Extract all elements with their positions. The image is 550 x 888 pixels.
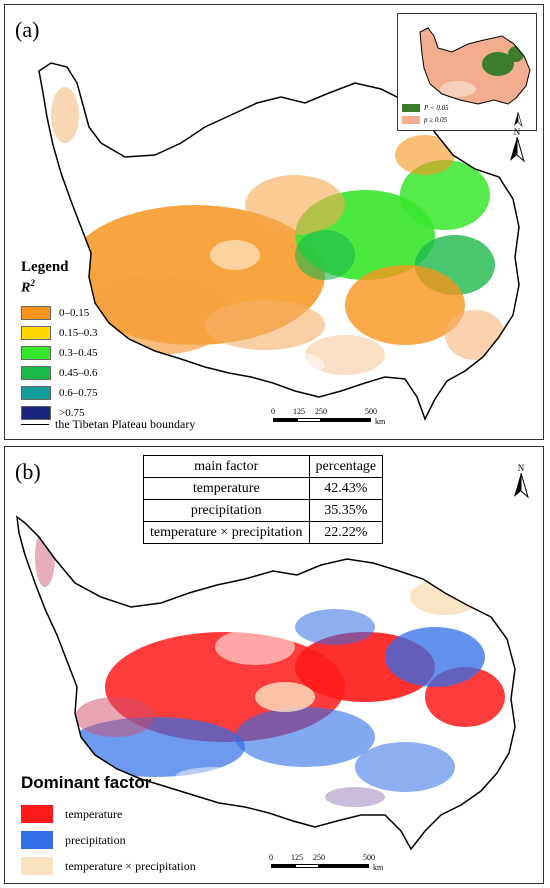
legend-label: 0.15–0.3 [59,326,98,339]
table-row: precipitation 35.35% [143,499,384,522]
legend-title-b: Dominant factor [21,773,152,792]
table-cell: 22.22% [308,521,384,544]
table-cell: temperature [143,477,310,500]
legend-label: 0.6–0.75 [59,386,98,399]
significance-inset-map: P < 0.05 p ≥ 0.05 [397,13,537,131]
legend-label: >0.75 [59,406,85,419]
legend-item-precipitation: precipitation [21,827,196,853]
inset-north-arrow [514,111,523,128]
table-cell: 35.35% [308,499,384,522]
inset-legend-label-nonsignificant: p ≥ 0.05 [424,116,448,124]
inset-legend-nonsignificant: p ≥ 0.05 [402,114,449,126]
table-cell: 42.43% [308,477,384,500]
inset-plateau-map [419,27,531,128]
scale-unit: km [373,863,384,872]
table-row: temperature 42.43% [143,477,384,500]
scale-bar-a: 0 125 250 500 km [271,407,401,427]
legend-label: 0.45–0.6 [59,366,98,379]
scale-tick: 500 [363,853,375,862]
legend-label: 0.3–0.45 [59,346,98,359]
north-arrow-icon [510,136,525,163]
scale-tick: 125 [293,407,305,416]
legend-swatch [21,305,51,320]
table-row: temperature × precipitation 22.22% [143,521,384,544]
legend-r2-symbol: R2 [21,278,35,296]
legend-swatch [21,831,53,849]
scale-tick: 0 [271,407,275,416]
inset-legend: P < 0.05 p ≥ 0.05 [402,102,449,126]
legend-label: precipitation [65,832,126,847]
legend-swatch [21,385,51,400]
scale-tick: 125 [291,853,303,862]
legend-swatch [21,805,53,823]
legend-item-r2-4: 0.45–0.6 [21,363,98,383]
plateau-map-b [16,516,516,850]
table-cell: precipitation [143,499,310,522]
legend-item-r2-5: 0.6–0.75 [21,383,98,403]
north-label-a: N [513,127,521,137]
legend-swatch [21,325,51,340]
table-header-row: main factor percentage [143,455,384,478]
legend-label: temperature × precipitation [65,858,196,873]
boundary-line-symbol [21,424,49,425]
legend-title-a: Legend [21,259,69,275]
inset-legend-significant: P < 0.05 [402,102,449,114]
legend-label: temperature [65,806,123,821]
boundary-label: the Tibetan Plateau boundary [55,417,196,431]
scale-tick: 250 [315,407,327,416]
north-label-b: N [517,463,525,473]
legend-item-r2-3: 0.3–0.45 [21,343,98,363]
panel-b-dominant-factor-map: (b) main factor percentage temperature 4… [4,446,544,884]
north-arrow-icon [514,472,529,499]
table-cell: temperature × precipitation [143,521,310,544]
boundary-legend: the Tibetan Plateau boundary [21,417,195,432]
scale-tick: 0 [269,853,273,862]
legend-item-r2-6: >0.75 [21,403,98,423]
legend-swatch [21,857,53,875]
table-header: percentage [308,455,384,478]
inset-swatch-nonsignificant [402,116,420,124]
legend-swatch [21,365,51,380]
inset-swatch-significant [402,104,420,112]
scale-bar-b: 0 125 250 500 km [269,853,399,873]
legend-item-temperature: temperature [21,801,196,827]
legend-item-interaction: temperature × precipitation [21,853,196,879]
legend-swatch [21,405,51,420]
dominant-factor-table: main factor percentage temperature 42.43… [143,455,384,544]
dominant-factor-legend: Dominant factor temperature precipitatio… [21,773,196,879]
scale-tick: 250 [313,853,325,862]
north-arrow-b: N [511,463,531,501]
inset-legend-label-significant: P < 0.05 [424,104,449,112]
panel-label-b: (b) [15,459,41,484]
table-header: main factor [143,455,310,478]
north-arrow-a: N [507,127,527,165]
legend-swatch [21,345,51,360]
scale-tick: 500 [365,407,377,416]
r2-legend: Legend R2 0–0.15 0.15–0.3 0.3–0.45 0.45–… [21,259,98,423]
scale-unit: km [375,417,386,426]
legend-label: 0–0.15 [59,306,90,319]
panel-label-a: (a) [15,17,40,42]
panel-a-r2-map: (a) P < 0.05 [4,4,544,440]
legend-item-r2-2: 0.15–0.3 [21,323,98,343]
legend-item-r2-1: 0–0.15 [21,303,98,323]
